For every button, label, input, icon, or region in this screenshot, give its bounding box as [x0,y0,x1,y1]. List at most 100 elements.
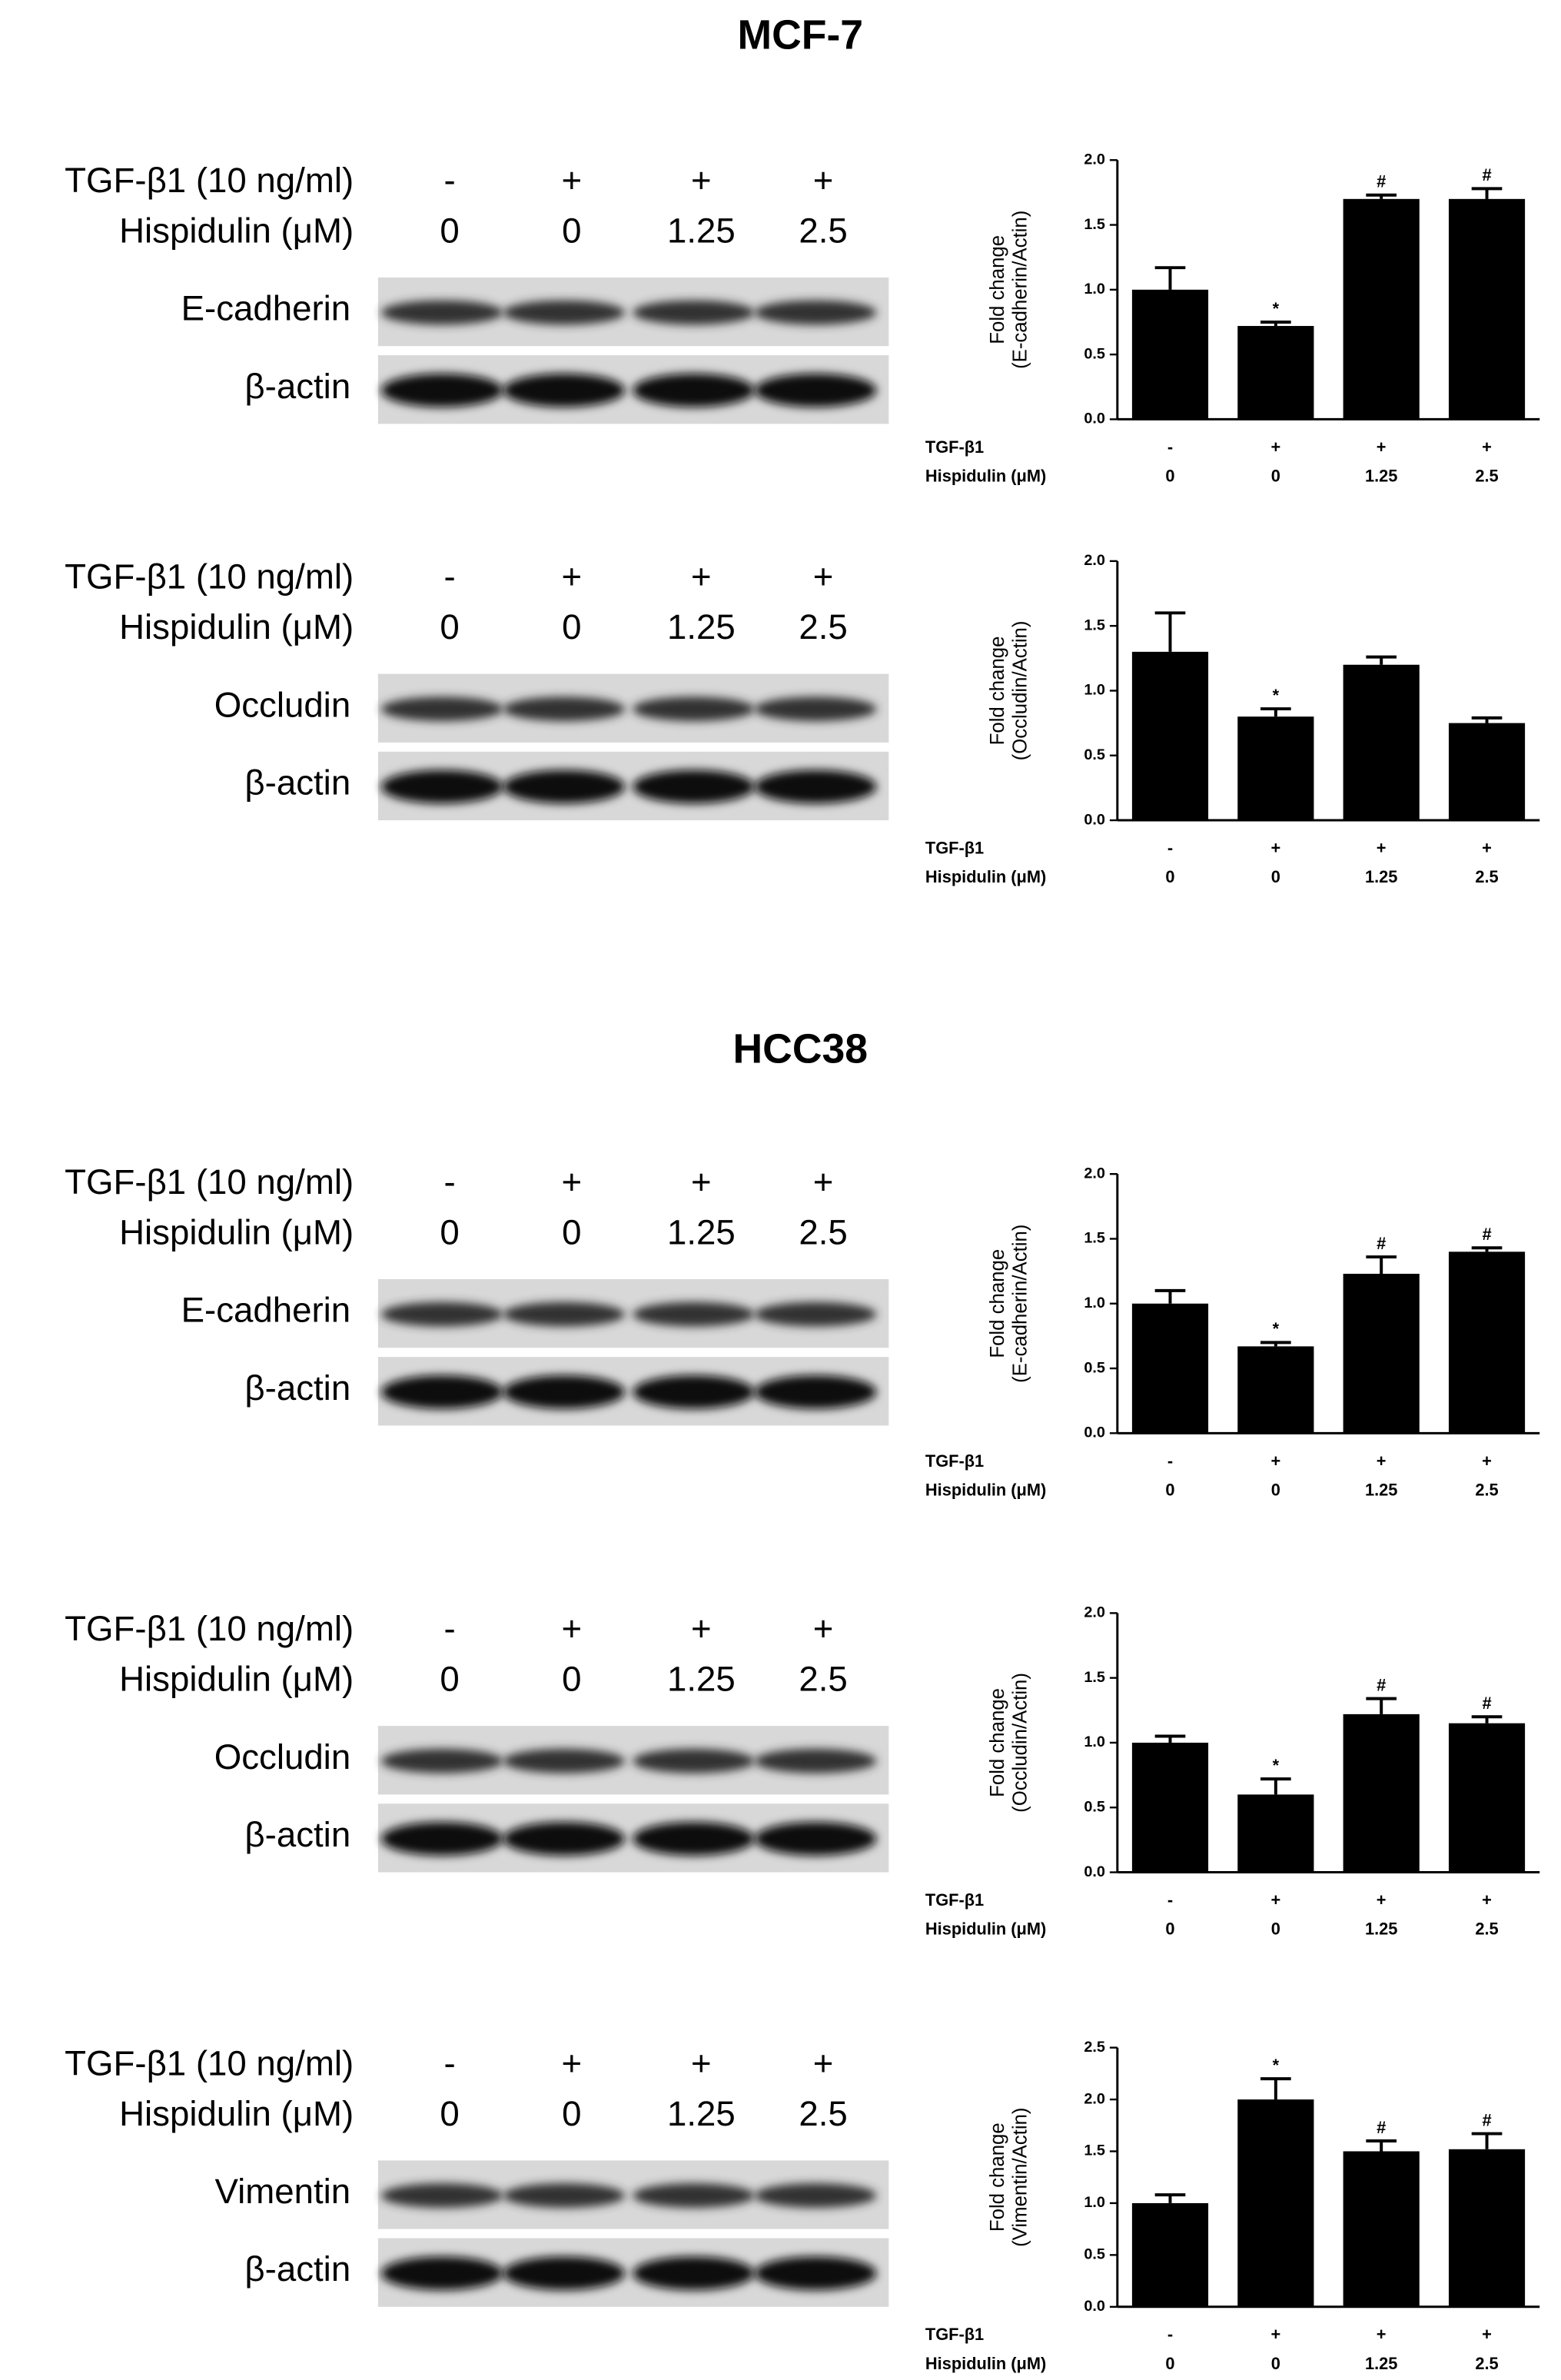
y-tick-label: 0.0 [1084,411,1105,427]
blot-band [380,2256,503,2290]
y-tick-label: 2.0 [1084,1604,1105,1621]
treatment-sign: + [691,161,712,200]
x-tick-label: 2.5 [1475,867,1498,886]
protein-label: Occludin [214,685,350,724]
bar [1237,2099,1314,2307]
blot-band [503,373,626,407]
error-bar [1154,2193,1186,2203]
y-tick-label: 1.5 [1084,2142,1105,2159]
significance-mark: * [1273,1319,1280,1338]
protein-label: E-cadherin [181,289,351,328]
y-tick-label: 1.5 [1084,617,1105,633]
y-tick-label: 1.0 [1084,1733,1105,1750]
error-bar [1154,1734,1186,1743]
x-tick-label: 0 [1271,467,1280,486]
bar [1448,1723,1526,1873]
treatment-sign: + [691,1609,712,1648]
significance-mark: # [1377,172,1386,191]
blot-band [754,1301,877,1327]
error-bar [1366,1255,1397,1274]
error-bar [1260,320,1291,327]
x-tick-label: + [1377,1451,1387,1471]
treatment-label: TGF-β1 (10 ng/ml) [65,2043,354,2082]
significance-mark: * [1273,686,1280,705]
protein-label: Vimentin [215,2172,351,2211]
treatment-label: TGF-β1 (10 ng/ml) [65,557,354,597]
bar [1237,716,1314,821]
x-tick-label: - [1167,1890,1173,1910]
blot-band [754,770,877,804]
blot-band [633,1748,755,1773]
treatment-sign: + [561,557,582,597]
x-tick-label: + [1270,437,1280,457]
error-bar [1260,707,1291,717]
y-tick-label: 0.0 [1084,1863,1105,1880]
protein-label: β-actin [244,1815,350,1854]
bar [1131,1303,1209,1434]
error-bar [1366,655,1397,665]
x-tick-label: + [1270,1451,1280,1471]
treatment-sign: + [813,1609,834,1648]
x-tick-label: 1.25 [1365,467,1397,486]
treatment-sign: + [813,557,834,597]
blot-band [503,1822,626,1856]
error-bar [1260,2077,1291,2100]
blot-band [633,696,755,722]
significance-mark: # [1482,1225,1491,1244]
dose-value: 1.25 [667,1213,736,1252]
dose-value: 0 [440,1213,459,1252]
blot-band [380,1748,503,1773]
error-bar [1366,1697,1397,1714]
x-tick-label: - [1167,1451,1173,1471]
bar [1343,1273,1420,1434]
dose-value: 2.5 [799,1213,847,1252]
dose-value: 0 [440,1660,459,1699]
dose-label: Hispidulin (μM) [119,2094,354,2133]
significance-mark: # [1377,1234,1386,1253]
blot-band [380,2183,503,2208]
y-tick-label: 2.0 [1084,2090,1105,2107]
blot-band [754,696,877,722]
dose-label: Hispidulin (μM) [119,1660,354,1699]
treatment-sign: + [561,1609,582,1648]
y-tick-label: 0.5 [1084,746,1105,763]
error-bar [1260,1777,1291,1795]
blot-band [754,300,877,325]
blot-band [754,1374,877,1409]
row-label: Hispidulin (μM) [925,867,1046,886]
x-tick-label: + [1377,1890,1387,1910]
blot-band [633,1822,755,1856]
treatment-sign: - [444,1609,456,1648]
blot-band [503,300,626,325]
treatment-sign: + [691,2043,712,2082]
protein-label: β-actin [244,2249,350,2289]
x-tick-label: 1.25 [1365,1480,1397,1499]
blot-band [380,1822,503,1856]
treatment-sign: - [444,161,456,200]
y-tick-label: 2.5 [1084,2039,1105,2056]
x-tick-label: + [1482,1451,1492,1471]
significance-mark: * [1273,2056,1280,2075]
dose-value: 0 [562,1660,581,1699]
error-bar [1154,611,1186,652]
row-label: TGF-β1 [925,1451,984,1471]
dose-value: 0 [562,211,581,250]
section-title: HCC38 [732,1027,868,1072]
y-axis-label: (E-cadherin/Actin) [1010,211,1031,369]
x-tick-label: 0 [1271,1920,1280,1939]
blot-band [633,1301,755,1327]
x-tick-label: + [1482,838,1492,857]
blot-band [380,1301,503,1327]
error-bar [1154,266,1186,290]
bar [1343,198,1420,420]
dose-value: 1.25 [667,1660,736,1699]
bar [1237,1346,1314,1434]
x-tick-label: 0 [1165,1920,1174,1939]
treatment-label: TGF-β1 (10 ng/ml) [65,161,354,200]
protein-label: β-actin [244,367,350,406]
x-tick-label: - [1167,2325,1173,2344]
significance-mark: # [1482,1694,1491,1713]
dose-label: Hispidulin (μM) [119,1213,354,1252]
protein-label: β-actin [244,763,350,802]
